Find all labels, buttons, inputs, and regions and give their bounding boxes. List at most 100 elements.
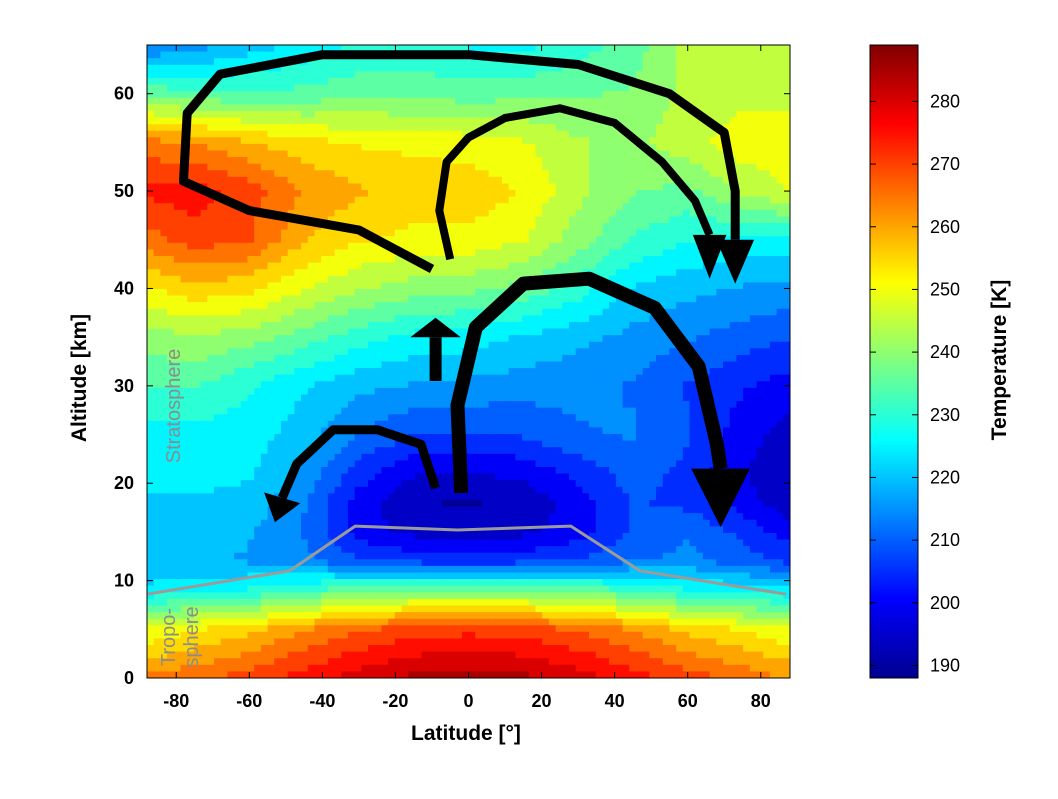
field-cell	[676, 275, 684, 283]
field-cell	[696, 302, 704, 310]
field-cell	[354, 203, 362, 211]
field-cell	[676, 269, 684, 277]
field-cell	[662, 361, 671, 369]
field-cell	[481, 348, 490, 356]
field-cell	[702, 58, 711, 66]
field-cell	[240, 368, 249, 376]
field-cell	[682, 91, 691, 99]
field-cell	[635, 256, 644, 264]
field-cell	[508, 143, 516, 152]
field-cell	[783, 196, 790, 204]
field-cell	[736, 64, 744, 72]
field-cell	[220, 137, 228, 145]
field-cell	[542, 348, 550, 356]
field-cell	[287, 328, 295, 336]
field-cell	[428, 229, 436, 237]
field-cell	[522, 170, 530, 178]
field-cell	[555, 242, 563, 250]
field-cell	[568, 328, 577, 336]
field-cell	[455, 275, 463, 283]
field-cell	[682, 269, 691, 277]
field-cell	[729, 302, 738, 310]
field-cell	[220, 302, 228, 310]
field-cell	[495, 335, 503, 343]
field-cell	[662, 130, 671, 138]
field-cell	[635, 381, 644, 389]
field-cell	[274, 242, 282, 250]
field-cell	[629, 282, 637, 290]
field-cell	[749, 190, 758, 198]
field-cell	[656, 137, 664, 145]
field-cell	[314, 143, 322, 152]
field-cell	[481, 117, 490, 125]
field-cell	[421, 381, 429, 389]
field-cell	[468, 91, 476, 99]
field-cell	[287, 242, 295, 250]
field-cell	[294, 163, 302, 171]
field-cell	[676, 249, 684, 257]
field-cell	[609, 84, 617, 92]
field-cell	[428, 381, 436, 389]
field-cell	[642, 71, 650, 79]
field-cell	[160, 302, 168, 310]
field-cell	[307, 368, 316, 376]
field-cell	[334, 262, 342, 270]
field-cell	[187, 130, 195, 138]
field-cell	[736, 45, 744, 53]
field-cell	[635, 282, 644, 290]
field-cell	[676, 84, 684, 92]
field-cell	[368, 209, 376, 218]
field-cell	[173, 368, 182, 376]
field-cell	[200, 176, 208, 185]
field-cell	[736, 381, 744, 389]
field-cell	[642, 209, 650, 218]
field-cell	[341, 170, 349, 178]
field-cell	[334, 328, 342, 336]
field-cell	[260, 97, 269, 105]
field-cell	[562, 91, 570, 99]
field-cell	[173, 117, 182, 125]
field-cell	[769, 209, 778, 218]
field-cell	[602, 163, 610, 171]
field-cell	[615, 209, 624, 218]
field-cell	[689, 315, 697, 323]
field-cell	[448, 117, 456, 125]
field-cell	[702, 190, 711, 198]
field-cell	[428, 157, 436, 165]
field-cell	[260, 163, 269, 171]
field-cell	[622, 170, 630, 178]
field-cell	[207, 157, 215, 165]
field-cell	[475, 308, 483, 316]
field-cell	[207, 91, 215, 99]
field-cell	[709, 282, 717, 290]
field-cell	[234, 229, 242, 237]
field-cell	[548, 216, 557, 224]
field-cell	[147, 183, 155, 191]
field-cell	[421, 242, 429, 250]
field-cell	[763, 295, 771, 303]
field-cell	[495, 97, 503, 105]
field-cell	[615, 302, 624, 310]
field-cell	[749, 308, 758, 316]
field-cell	[173, 321, 182, 330]
field-cell	[347, 249, 356, 257]
field-cell	[368, 110, 376, 119]
field-cell	[455, 110, 463, 119]
field-cell	[562, 256, 570, 264]
field-cell	[589, 236, 597, 244]
field-cell	[414, 269, 423, 277]
field-cell	[468, 295, 476, 303]
field-cell	[555, 143, 563, 152]
field-cell	[642, 157, 650, 165]
field-cell	[193, 51, 202, 59]
field-cell	[682, 256, 691, 264]
field-cell	[682, 282, 691, 290]
field-cell	[716, 150, 724, 158]
field-cell	[763, 58, 771, 66]
field-cell	[187, 150, 195, 158]
field-cell	[160, 196, 168, 204]
field-cell	[307, 262, 316, 270]
field-cell	[716, 104, 724, 112]
field-cell	[193, 288, 202, 297]
field-cell	[187, 341, 195, 349]
